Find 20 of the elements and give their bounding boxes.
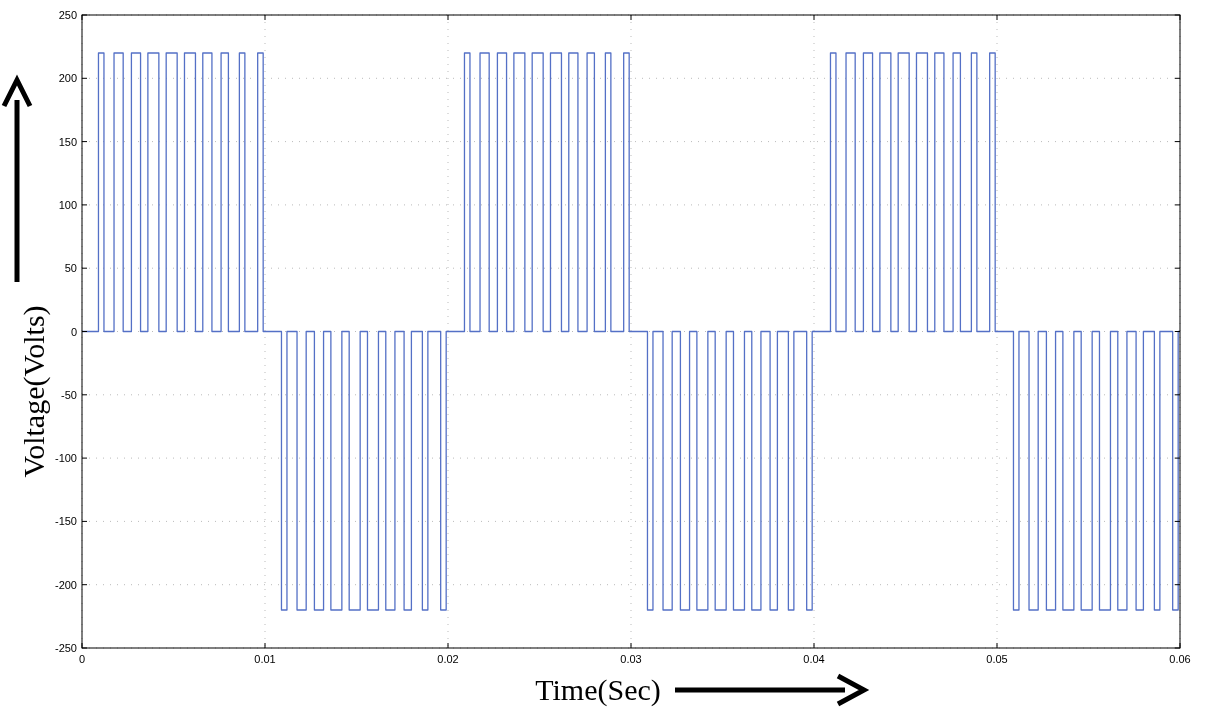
y-tick-label: 50 bbox=[64, 262, 77, 275]
y-axis-title: Voltage(Volts) bbox=[17, 305, 51, 478]
x-axis-title: Time(Sec) bbox=[535, 673, 661, 707]
y-tick-label: -100 bbox=[54, 452, 77, 465]
x-tick-label: 0.03 bbox=[620, 653, 642, 665]
y-tick-label: -50 bbox=[61, 388, 77, 401]
x-tick-label: 0.04 bbox=[803, 653, 825, 665]
x-tick-label: 0.06 bbox=[1169, 653, 1191, 665]
x-tick-label: 0.02 bbox=[437, 653, 459, 665]
y-tick-label: 100 bbox=[58, 198, 77, 211]
y-tick-label: -150 bbox=[54, 515, 77, 528]
x-tick-label: 0.01 bbox=[254, 653, 276, 665]
x-tick-label: 0.05 bbox=[986, 653, 1008, 665]
y-tick-label: -200 bbox=[54, 578, 77, 591]
x-tick-label: 0 bbox=[78, 653, 86, 665]
y-tick-label: 250 bbox=[58, 9, 77, 21]
y-tick-label: 200 bbox=[58, 72, 77, 85]
y-tick-label: 150 bbox=[58, 135, 77, 148]
y-tick-label: 0 bbox=[70, 325, 77, 338]
y-tick-label: -250 bbox=[54, 642, 77, 654]
